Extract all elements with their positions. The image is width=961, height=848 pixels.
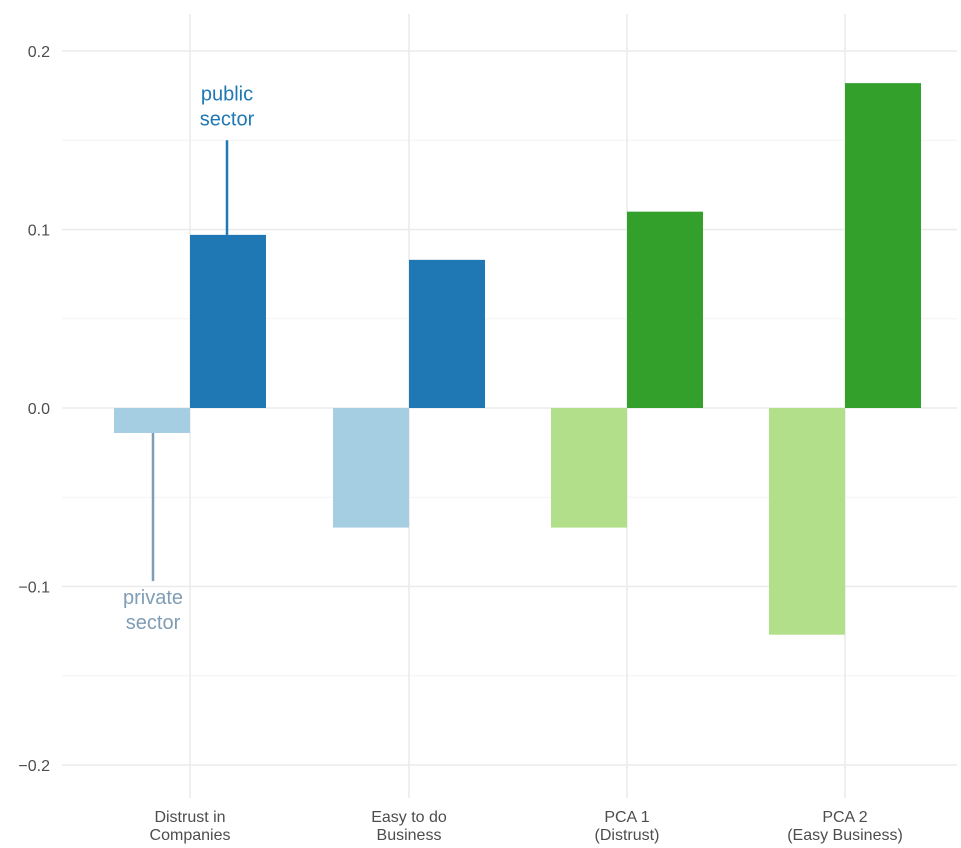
x-tick-label: Companies [150,827,231,844]
x-tick-label: Distrust in [154,809,225,826]
x-tick-label: PCA 1 [604,809,649,826]
x-tick-label: Easy to do [371,809,447,826]
y-tick-label: 0.2 [28,44,50,61]
annotations: public sector private sector [123,83,255,634]
annotation-label: public [201,83,253,105]
bar-private-2 [551,408,627,528]
y-axis-ticks: −0.2 −0.1 0.0 0.1 0.2 [18,44,50,775]
bar-public-2 [627,211,703,408]
bar-public-3 [845,83,921,408]
y-tick-label: 0.0 [28,401,50,418]
bar-public-0 [190,234,266,408]
annotation-label: private [123,587,183,609]
bar-private-3 [769,408,845,635]
y-tick-label: −0.1 [18,580,50,597]
x-tick-label: (Easy Business) [787,827,903,844]
x-tick-label: (Distrust) [595,827,660,844]
annotation-label: sector [126,612,181,634]
x-tick-label: Business [377,827,442,844]
y-tick-label: −0.2 [18,758,50,775]
bar-private-0 [114,408,190,433]
y-tick-label: 0.1 [28,223,50,240]
bar-public-1 [409,259,485,408]
bar-private-1 [333,408,409,528]
annotation-label: sector [200,108,255,130]
x-tick-label: PCA 2 [822,809,867,826]
bars [114,83,921,635]
